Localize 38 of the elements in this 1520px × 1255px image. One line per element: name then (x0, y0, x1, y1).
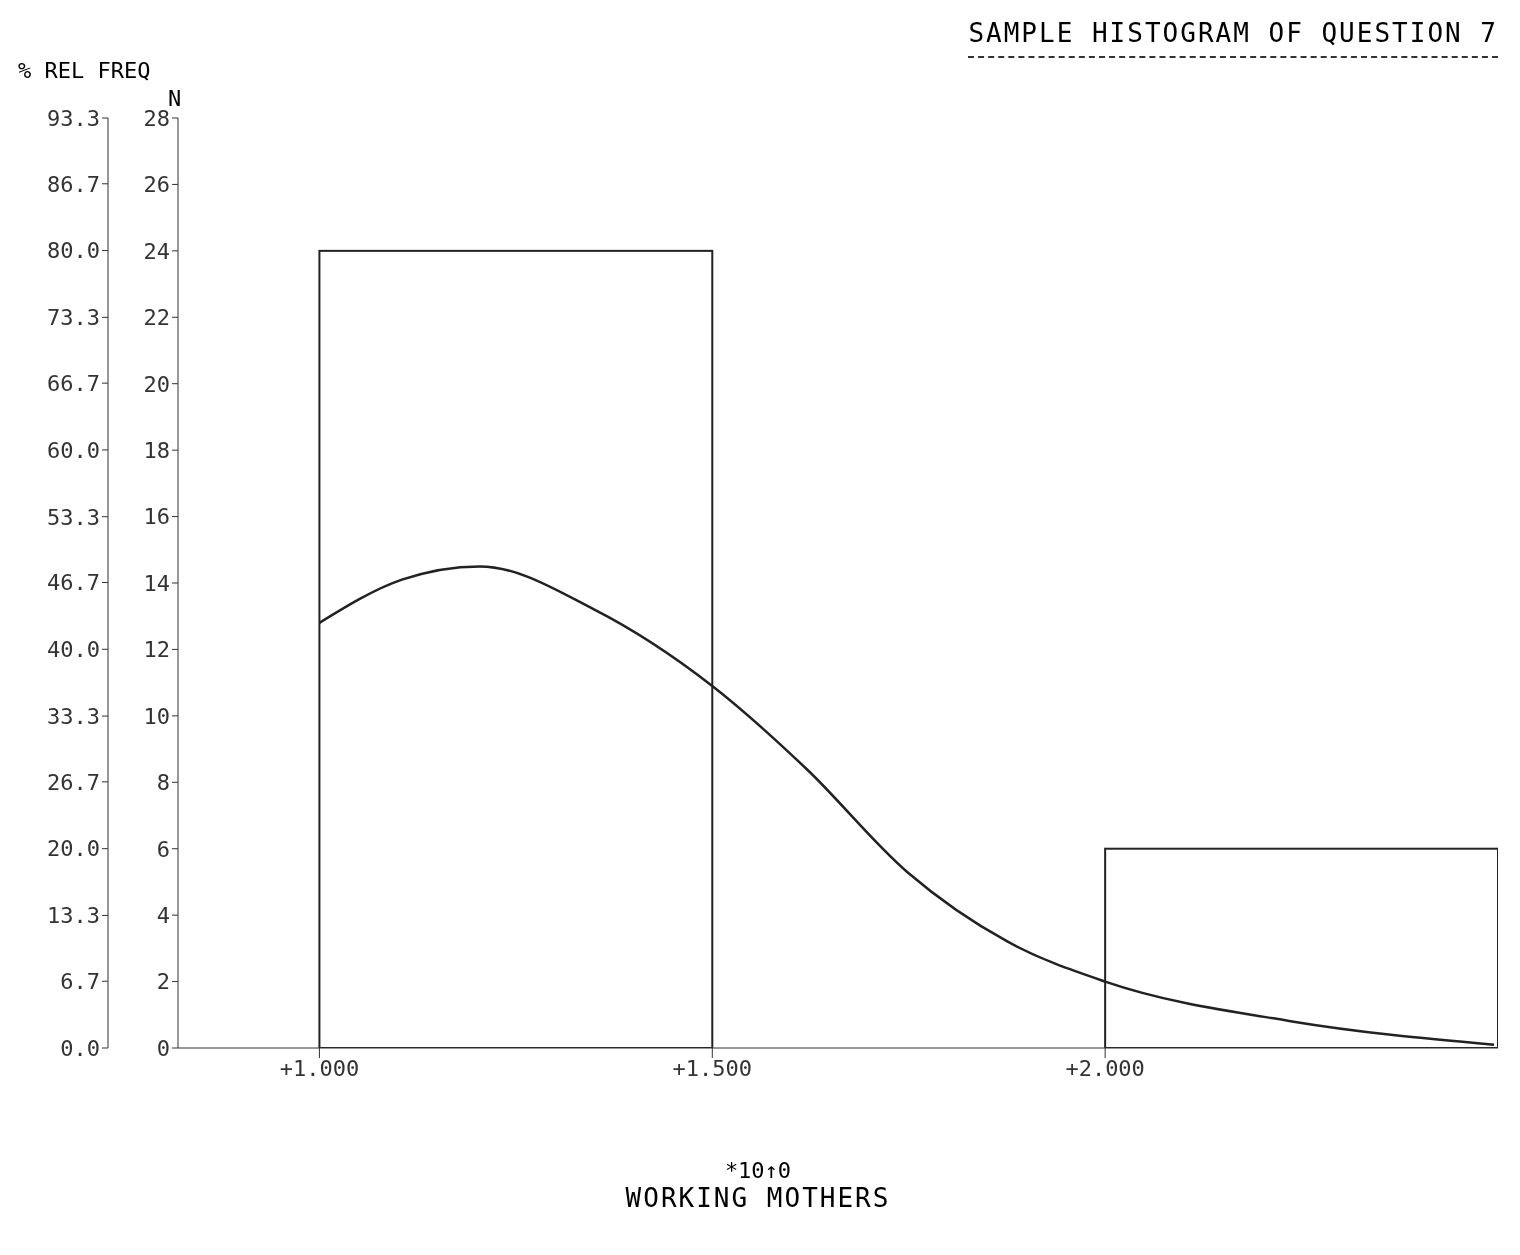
y-tick-label: 10 (143, 703, 170, 729)
y-tick-label: 0 (156, 1035, 170, 1061)
x-tick-label: +1.000 (279, 1055, 360, 1081)
y2-tick-label: 20.0 (47, 836, 100, 862)
y2-tick-label: 73.3 (47, 305, 100, 331)
x-tick-label: +1.500 (672, 1055, 753, 1081)
y2-tick-label: 40.0 (47, 637, 100, 663)
y-tick-label: 8 (156, 770, 170, 796)
y-tick-label: 28 (143, 105, 170, 131)
y2-tick-label: 26.7 (47, 769, 100, 795)
y-tick-label: 18 (143, 437, 170, 463)
y-tick-label: 26 (143, 172, 170, 198)
y2-tick-label: 53.3 (47, 504, 100, 530)
y2-tick-label: 93.3 (47, 105, 100, 131)
y-tick-label: 20 (143, 371, 170, 397)
y-tick-label: 12 (143, 637, 170, 663)
y2-tick-label: 80.0 (47, 238, 100, 264)
y2-tick-label: 86.7 (47, 171, 100, 197)
chart-title: SAMPLE HISTOGRAM OF QUESTION 7 (968, 18, 1498, 48)
y2-tick-label: 0.0 (60, 1035, 100, 1061)
x-axis-title: WORKING MOTHERS (624, 1183, 892, 1213)
y2-tick-label: 66.7 (47, 370, 100, 396)
y2-tick-label: 6.7 (60, 969, 100, 995)
y-tick-label: 14 (143, 570, 170, 596)
y-axis-title: N (168, 86, 182, 111)
y2-axis-title: % REL FREQ (18, 58, 151, 83)
y-tick-label: 22 (143, 305, 170, 331)
y-tick-label: 2 (156, 969, 170, 995)
y-tick-label: 24 (143, 238, 170, 264)
y-tick-label: 6 (156, 836, 170, 862)
y2-tick-label: 33.3 (47, 703, 100, 729)
y2-tick-label: 13.3 (47, 903, 100, 929)
y-tick-label: 4 (156, 902, 170, 928)
x-tick-label: +2.000 (1065, 1055, 1145, 1081)
y2-tick-label: 60.0 (47, 437, 100, 463)
y-tick-label: 16 (143, 504, 170, 530)
text: *10↑0 (723, 1158, 793, 1183)
y2-tick-label: 46.7 (47, 570, 100, 596)
